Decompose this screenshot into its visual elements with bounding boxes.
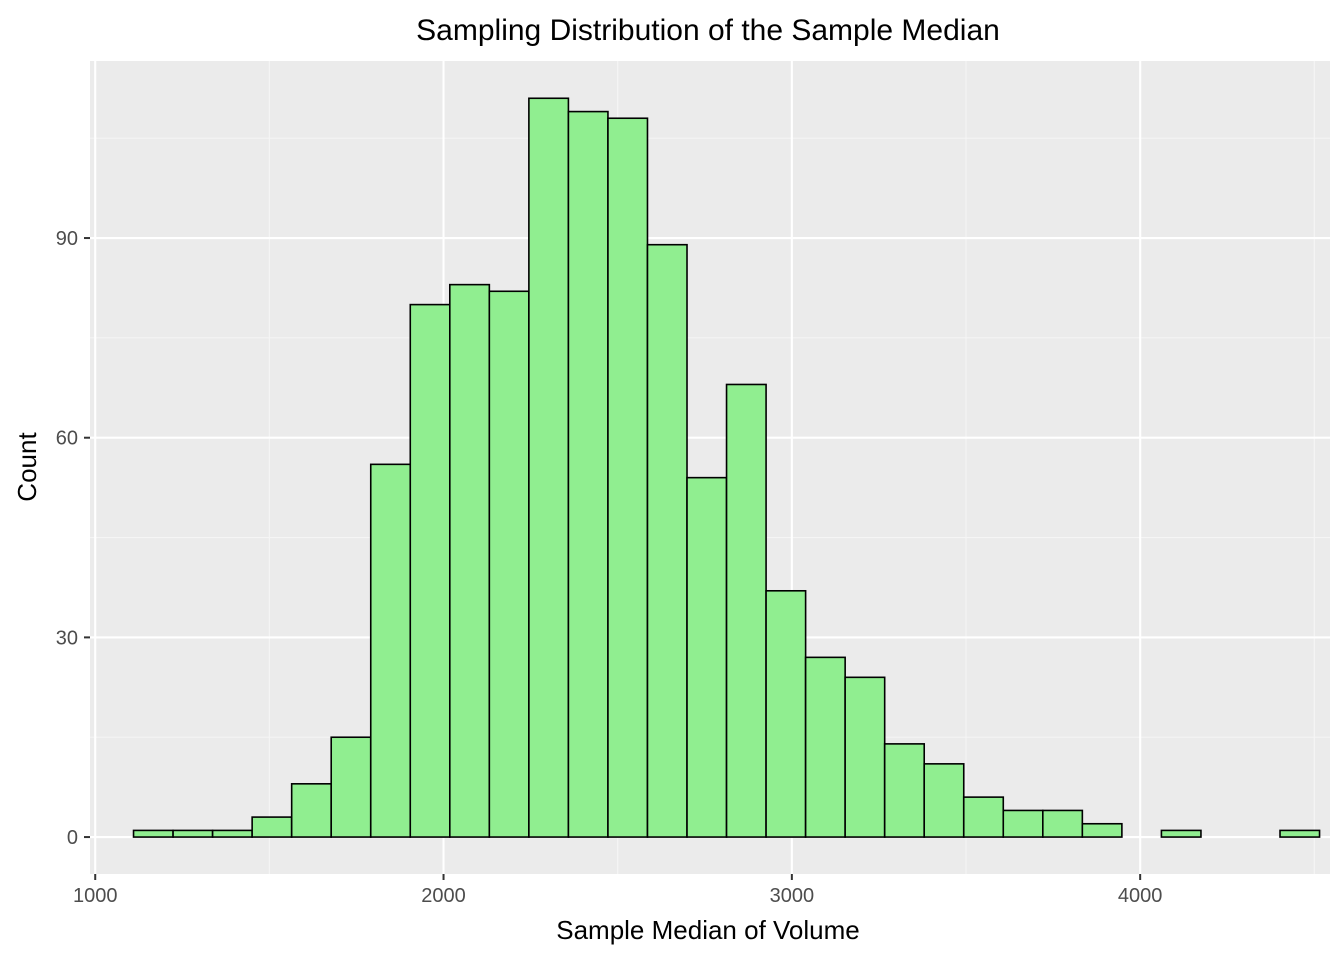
histogram-bar bbox=[132, 829, 174, 838]
histogram-bar bbox=[725, 383, 767, 838]
histogram-bar bbox=[765, 589, 807, 838]
histogram-bar bbox=[1160, 829, 1202, 838]
histogram-bar bbox=[1042, 809, 1084, 838]
histogram-bar bbox=[686, 476, 728, 838]
histogram-bar bbox=[330, 736, 372, 838]
histogram-bar bbox=[449, 283, 491, 838]
histogram-bar bbox=[844, 676, 886, 838]
y-tick-label: 90 bbox=[56, 228, 78, 250]
x-tick-label: 2000 bbox=[421, 885, 466, 907]
histogram-bar bbox=[883, 743, 926, 838]
histogram-bar bbox=[409, 303, 451, 838]
x-tick-label: 4000 bbox=[1118, 885, 1163, 907]
histogram-bar bbox=[804, 656, 846, 838]
x-tick-labels: 1000 2000 3000 4000 bbox=[73, 885, 1162, 907]
axis-ticks bbox=[84, 237, 1142, 880]
histogram-bar bbox=[962, 796, 1005, 838]
histogram-bar bbox=[923, 763, 965, 838]
y-axis-title: Count bbox=[12, 432, 42, 502]
x-axis-title: Sample Median of Volume bbox=[556, 915, 860, 945]
chart-title: Sampling Distribution of the Sample Medi… bbox=[416, 14, 1000, 47]
histogram-bars bbox=[132, 97, 1321, 838]
histogram-bar bbox=[172, 829, 214, 838]
histogram-bar bbox=[607, 117, 649, 838]
histogram-bar bbox=[1279, 829, 1321, 838]
histogram-bar bbox=[567, 110, 609, 838]
y-tick-labels: 0 30 60 90 bbox=[56, 228, 78, 849]
y-tick-label: 60 bbox=[56, 428, 78, 450]
histogram-bar bbox=[290, 783, 333, 838]
y-tick-label: 30 bbox=[56, 627, 78, 649]
histogram-bar bbox=[369, 463, 412, 838]
histogram-bar bbox=[528, 97, 570, 838]
histogram-bar bbox=[251, 816, 293, 838]
x-tick-label: 1000 bbox=[73, 885, 118, 907]
x-tick-label: 3000 bbox=[770, 885, 815, 907]
histogram-bar bbox=[211, 829, 253, 838]
histogram-bar bbox=[1002, 809, 1044, 838]
histogram-bar bbox=[646, 243, 688, 838]
histogram-bar bbox=[488, 290, 530, 838]
y-tick-label: 0 bbox=[67, 827, 78, 849]
histogram-bar bbox=[1081, 822, 1123, 838]
